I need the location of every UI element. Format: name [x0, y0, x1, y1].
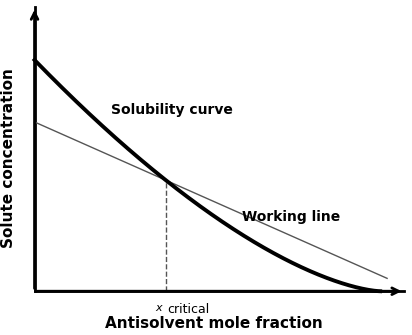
Text: critical: critical [168, 303, 210, 316]
Text: Solubility curve: Solubility curve [110, 104, 232, 118]
Text: Solute concentration: Solute concentration [1, 68, 16, 248]
Text: Antisolvent mole fraction: Antisolvent mole fraction [105, 317, 323, 332]
Text: Working line: Working line [242, 210, 340, 224]
Text: $x$: $x$ [155, 303, 164, 313]
